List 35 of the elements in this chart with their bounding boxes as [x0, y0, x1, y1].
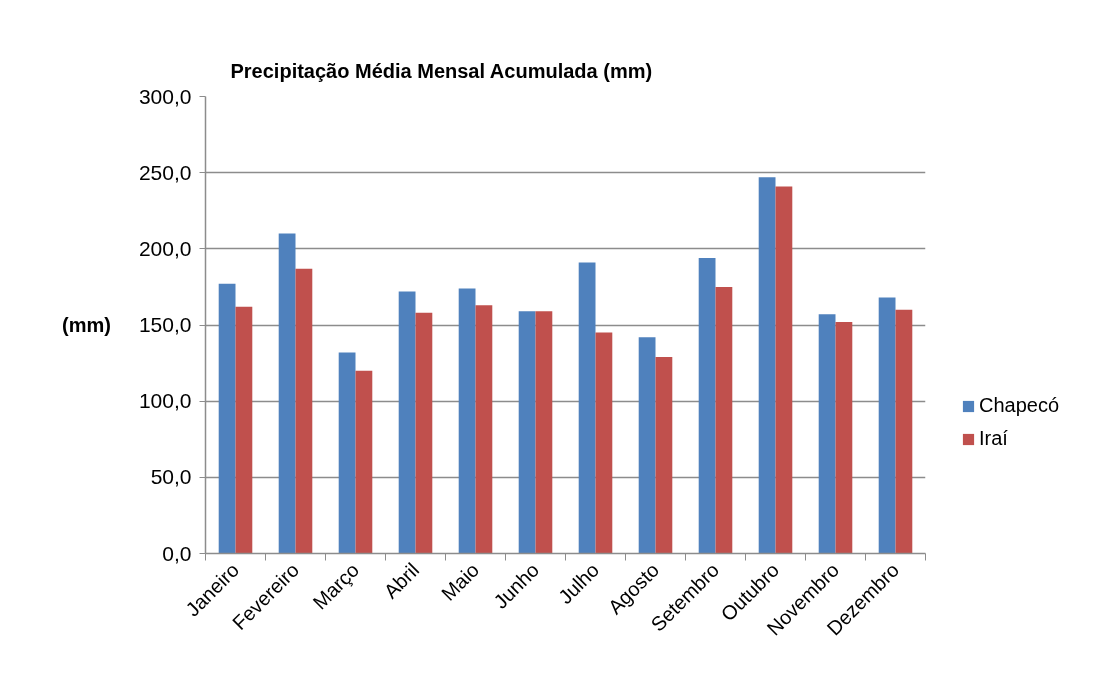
bar	[535, 311, 553, 554]
y-tick-label: 150,0	[138, 313, 192, 336]
y-tick-label: 100,0	[138, 389, 192, 413]
legend-label: Chapecó	[979, 394, 1060, 417]
bar	[295, 268, 313, 554]
bar	[415, 312, 433, 554]
bar	[278, 233, 296, 554]
bar	[518, 311, 536, 554]
y-tick-label: 200,0	[138, 236, 192, 260]
y-tick-label: 250,0	[138, 160, 192, 184]
bar	[578, 262, 596, 554]
bar	[818, 314, 836, 554]
bar	[895, 309, 913, 554]
legend-label: Iraí	[979, 427, 1008, 450]
bar	[655, 356, 673, 554]
y-tick-label: 50,0	[150, 465, 192, 489]
bar	[878, 297, 896, 554]
bar	[458, 288, 476, 554]
bar	[638, 337, 656, 554]
bar	[218, 283, 236, 554]
y-tick-label: 0,0	[162, 541, 192, 565]
bar	[835, 321, 853, 554]
chart-title: Precipitação Média Mensal Acumulada (mm)	[230, 59, 653, 82]
bar	[595, 332, 613, 554]
bar	[475, 305, 493, 554]
bar	[338, 352, 356, 554]
bar	[758, 177, 776, 554]
y-tick-label: 300,0	[138, 84, 192, 108]
bar	[355, 370, 373, 554]
bar	[235, 306, 253, 554]
bar	[398, 291, 416, 554]
bar	[775, 186, 793, 554]
y-axis-title: (mm)	[62, 314, 111, 336]
bar	[715, 286, 733, 554]
bar	[698, 257, 716, 554]
